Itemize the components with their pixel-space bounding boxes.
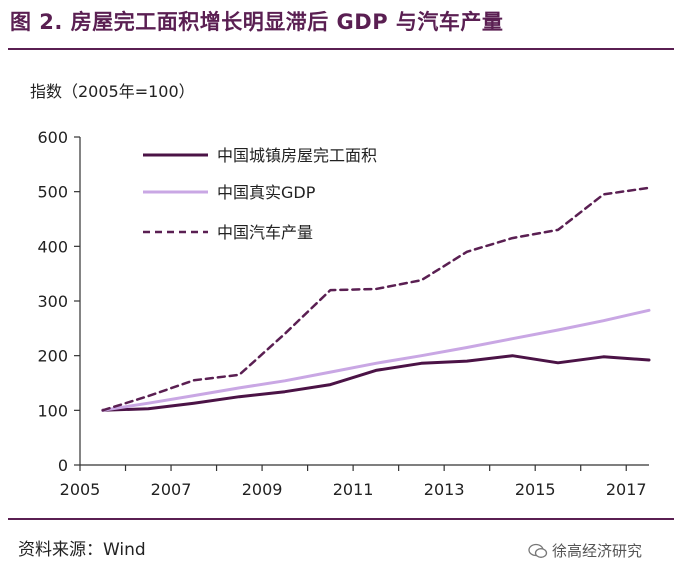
- watermark: 徐高经济研究: [528, 540, 642, 561]
- legend-label-housing: 中国城镇房屋完工面积: [217, 146, 377, 165]
- footer-divider: [8, 518, 674, 520]
- wechat-icon: [528, 543, 548, 558]
- y-tick-label-200: 200: [37, 347, 68, 366]
- line-chart: 0 100 200 300 400 500 600 2005 2007 2009 2011 2013 2…: [37, 128, 651, 499]
- x-tick-label-2013: 2013: [424, 480, 465, 499]
- series-line-auto: [101, 186, 651, 412]
- x-tick-label-2011: 2011: [333, 480, 374, 499]
- y-tick-label-400: 400: [37, 237, 68, 256]
- x-tick-label-2015: 2015: [515, 480, 556, 499]
- source-note: 资料来源：Wind: [18, 540, 146, 560]
- title-divider: [8, 48, 674, 50]
- watermark-text: 徐高经济研究: [552, 542, 643, 560]
- legend-label-auto: 中国汽车产量: [217, 223, 313, 242]
- series-line-housing: [101, 354, 651, 412]
- legend-label-gdp: 中国真实GDP: [217, 183, 316, 202]
- x-tick-label-2005: 2005: [60, 480, 101, 499]
- y-tick-label-100: 100: [37, 401, 68, 420]
- x-tick-label-2007: 2007: [151, 480, 192, 499]
- series-line-gdp: [101, 308, 651, 412]
- chart-title: 图 2. 房屋完工面积增长明显滞后 GDP 与汽车产量: [10, 10, 504, 34]
- x-tick-label-2017: 2017: [606, 480, 647, 499]
- x-tick-label-2009: 2009: [242, 480, 283, 499]
- y-axis-unit-label: 指数（2005年=100）: [30, 82, 195, 101]
- y-tick-label-500: 500: [37, 183, 68, 202]
- y-tick-label-300: 300: [37, 292, 68, 311]
- y-tick-label-0: 0: [58, 456, 68, 475]
- y-tick-label-600: 600: [37, 128, 68, 147]
